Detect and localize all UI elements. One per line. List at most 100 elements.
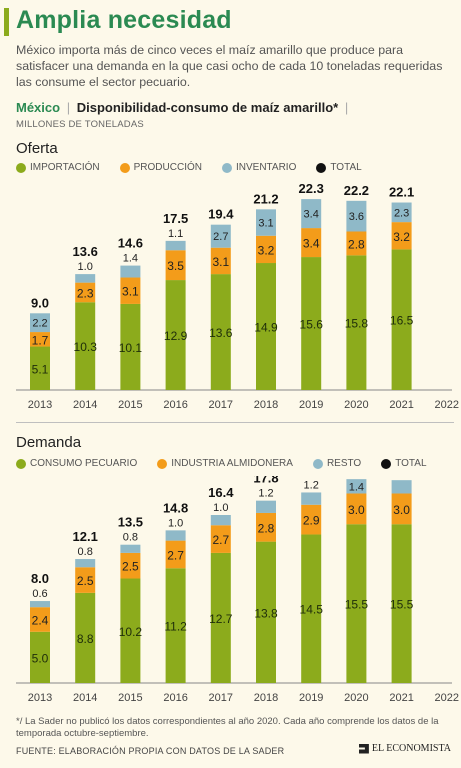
data-label: 12.9: [164, 329, 188, 343]
data-label: 3.0: [348, 503, 365, 517]
subhead-description: Disponibilidad-consumo de maíz amarillo*: [76, 100, 339, 115]
data-label: 3.1: [122, 285, 139, 299]
x-tick-label: 2018: [254, 692, 278, 704]
data-label: 2.7: [167, 548, 184, 562]
data-label: 1.4: [349, 481, 364, 493]
total-label: 12.1: [73, 529, 98, 544]
x-tick-label: 2021: [389, 399, 413, 411]
data-label: 2.2: [32, 318, 47, 330]
bar-segment: [210, 247, 231, 275]
legend-item-demanda-total: TOTAL: [381, 458, 427, 469]
bar-segment: [210, 515, 231, 526]
bar-segment: [165, 568, 186, 683]
data-label: 0.8: [78, 546, 93, 558]
legend-label-produccion: PRODUCCIÓN: [133, 162, 202, 173]
data-label: 1.3: [394, 476, 409, 479]
footnote: */ La Sader no publicó los datos corresp…: [16, 716, 439, 739]
x-tick-label: 2022: [435, 692, 459, 704]
oferta-title: Oferta: [16, 140, 58, 157]
total-label: 17.5: [163, 211, 188, 226]
data-label: 3.4: [304, 209, 319, 221]
bar-segment: [165, 240, 186, 251]
bar-segment: [120, 303, 141, 390]
data-label: 3.6: [349, 211, 364, 223]
data-label: 1.7: [32, 333, 49, 347]
data-label: 13.8: [254, 606, 278, 620]
legend-label-resto: RESTO: [326, 458, 362, 469]
bar-segment: [346, 200, 367, 232]
legend-swatch-inventario: [221, 162, 232, 173]
data-label: 14.5: [300, 603, 324, 617]
bar-segment: [391, 524, 412, 683]
data-label: 3.2: [258, 243, 275, 257]
data-label: 11.2: [164, 620, 187, 634]
bar-segment: [75, 302, 96, 390]
bar-segment: [75, 567, 96, 593]
legend-item-total: TOTAL: [316, 162, 362, 173]
bar-segment: [30, 346, 50, 390]
x-tick-label: 2022: [435, 399, 459, 411]
logo-mark-icon: [358, 743, 369, 754]
publisher-logo: EL ECONOMISTA: [358, 743, 451, 754]
bar-segment: [30, 607, 50, 632]
bar-segment: [75, 592, 96, 683]
x-tick-label: 2015: [118, 399, 142, 411]
total-label: 18.6: [299, 476, 324, 477]
data-label: 2.8: [348, 237, 365, 251]
section-divider: [16, 422, 454, 423]
x-tick-label: 2015: [118, 692, 142, 704]
bar-segment: [391, 493, 412, 525]
data-label: 3.0: [393, 503, 410, 517]
x-tick-label: 2018: [254, 399, 278, 411]
legend-label-industria-almidonera: INDUSTRIA ALMIDONERA: [171, 458, 293, 469]
legend-swatch-consumo-pecuario: [16, 458, 26, 469]
bar-segment: [210, 525, 231, 553]
x-tick-label: 2017: [209, 399, 233, 411]
data-label: 2.3: [394, 207, 409, 219]
total-label: 13.5: [118, 515, 143, 530]
data-label: 15.5: [390, 598, 414, 612]
legend-label-total: TOTAL: [330, 162, 362, 173]
bar-segment: [30, 631, 50, 683]
bar-segment: [391, 480, 412, 494]
x-tick-label: 2021: [389, 692, 413, 704]
bar-segment: [120, 265, 141, 278]
demanda-chart: 2013 5.0 2.4 0.6 8.0 2014 8.8 2.5 0.8 12.1 2015 10.…: [16, 476, 459, 704]
demanda-title: Demanda: [16, 434, 82, 451]
bar-segment: [165, 280, 186, 390]
data-label: 3.1: [258, 218, 273, 230]
x-tick-label: 2016: [163, 399, 187, 411]
bar-segment: [346, 255, 367, 390]
data-label: 1.2: [304, 479, 319, 491]
legend-swatch-produccion: [119, 162, 130, 173]
page-title: Amplia necesidad: [16, 6, 232, 34]
bar-segment: [301, 257, 322, 390]
data-label: 12.7: [209, 612, 233, 626]
data-label: 1.1: [168, 228, 183, 240]
bar-segment: [120, 578, 141, 683]
x-tick-label: 2013: [28, 692, 52, 704]
data-label: 2.7: [212, 533, 229, 547]
bar-segment: [256, 263, 276, 390]
units-label: MILLONES DE TONELADAS: [16, 119, 144, 130]
x-tick-label: 2020: [344, 399, 368, 411]
total-label: 9.0: [31, 295, 49, 310]
bar-segment: [391, 222, 412, 250]
bar-segment: [346, 524, 367, 683]
legend-item-produccion: PRODUCCIÓN: [119, 162, 202, 173]
legend-label-importacion: IMPORTACIÓN: [30, 162, 100, 173]
data-label: 3.2: [393, 230, 410, 244]
data-label: 2.8: [258, 521, 275, 535]
bar-segment: [256, 541, 276, 683]
data-label: 10.3: [74, 340, 98, 354]
bar-segment: [301, 228, 322, 258]
total-label: 8.0: [31, 571, 49, 586]
bar-segment: [210, 274, 231, 390]
data-label: 3.5: [167, 259, 184, 273]
source-note: FUENTE: ELABORACIÓN PROPIA CON DATOS DE …: [16, 746, 285, 756]
x-tick-label: 2020: [344, 692, 368, 704]
bar-segment: [256, 209, 276, 236]
title-accent-bar: [4, 8, 9, 36]
bar-segment: [391, 249, 412, 390]
data-label: 2.9: [303, 514, 320, 528]
